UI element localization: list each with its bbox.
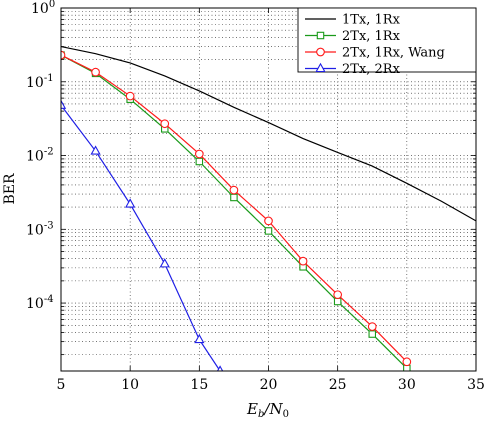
- x-tick-labels: 5 10 15 20 25 30 35: [57, 377, 485, 393]
- data-point-circle: [367, 322, 377, 331]
- data-point-square: [195, 157, 204, 166]
- y-tick-label: 10-4: [26, 294, 54, 312]
- data-point-circle: [316, 47, 325, 57]
- data-point-square: [333, 297, 342, 306]
- x-tick-label: 35: [467, 377, 485, 393]
- data-point-square: [368, 330, 376, 338]
- data-point-circle: [91, 67, 100, 77]
- x-tick-label: 10: [121, 377, 139, 393]
- legend-entry: 2Tx, 1Rx: [305, 29, 401, 44]
- data-point-triangle: [159, 258, 170, 268]
- series-4: [61, 99, 224, 371]
- data-point-square: [230, 193, 238, 202]
- x-tick-label: 15: [190, 377, 208, 393]
- y-tick-label: 10-2: [26, 147, 54, 165]
- data-point-circle: [298, 256, 308, 266]
- series-3: [61, 50, 412, 367]
- data-point-triangle: [194, 333, 205, 344]
- legend-entry: 1Tx, 1Rx: [305, 13, 401, 28]
- y-tick-label: 10-1: [26, 73, 54, 91]
- legend-entry: 2Tx, 2Rx: [305, 62, 401, 77]
- data-point-circle: [402, 357, 412, 367]
- data-point-circle: [333, 290, 343, 300]
- series-1: [61, 45, 476, 222]
- data-point-square: [316, 31, 325, 40]
- x-tick-label: 30: [398, 377, 416, 393]
- legend-entry: 2Tx, 1Rx, Wang: [305, 46, 445, 61]
- data-point-triangle: [216, 365, 224, 371]
- legend-label: 1Tx, 1Rx: [342, 13, 401, 28]
- y-tick-label: 100: [31, 0, 55, 17]
- x-tick-label: 25: [329, 377, 347, 393]
- series-layer: [61, 45, 476, 371]
- data-point-triangle: [315, 62, 326, 73]
- series-line: [61, 104, 221, 371]
- x-tick-label: 20: [260, 377, 278, 393]
- data-point-triangle: [90, 145, 101, 155]
- data-point-triangle: [125, 198, 136, 208]
- data-point-triangle: [61, 99, 67, 109]
- x-tick-label: 5: [57, 377, 66, 393]
- plot-frame: [60, 7, 477, 372]
- data-point-circle: [229, 185, 239, 195]
- data-point-square: [264, 227, 273, 235]
- legend-label: 2Tx, 1Rx: [342, 29, 401, 44]
- x-axis-label-sub1: b: [258, 409, 264, 420]
- x-axis-label-slash: /N: [262, 400, 283, 418]
- legend-label: 2Tx, 1Rx, Wang: [342, 46, 445, 61]
- x-axis-label-base: E: [246, 400, 258, 418]
- data-point-circle: [160, 119, 170, 129]
- data-point-circle: [264, 216, 273, 226]
- y-tick-label: 10-3: [26, 220, 54, 238]
- x-axis-label: Eb/N0: [246, 400, 289, 420]
- x-axis-label-sub2: 0: [283, 409, 289, 420]
- data-point-circle: [194, 149, 204, 159]
- y-tick-labels: 100 10-1 10-2 10-3 10-4: [26, 0, 55, 312]
- series-line: [61, 45, 476, 222]
- legend-label: 2Tx, 2Rx: [342, 62, 401, 77]
- y-axis-label: BER: [2, 173, 18, 205]
- data-point-circle: [125, 91, 135, 101]
